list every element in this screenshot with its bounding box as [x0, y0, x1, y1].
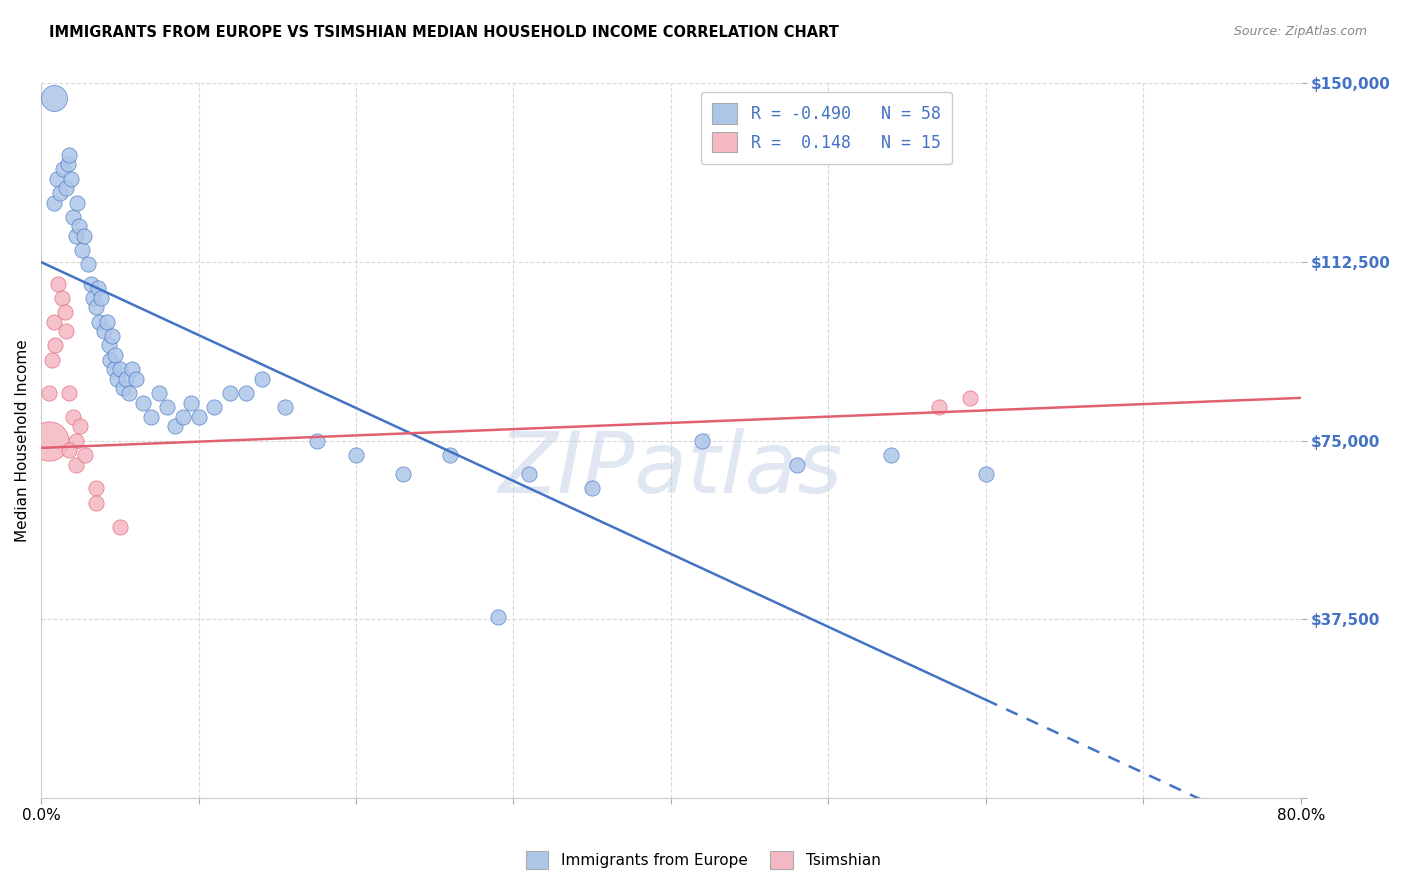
Point [959, 391, 981, 405]
Point [62, 210, 84, 224]
Point [974, 467, 997, 482]
Point [80, 277, 103, 291]
Point [89, 315, 111, 329]
Point [90, 291, 112, 305]
Point [42, 195, 65, 210]
Point [55, 324, 77, 338]
Point [180, 395, 202, 409]
Point [202, 401, 225, 415]
Point [880, 448, 903, 462]
Point [48, 277, 70, 291]
Point [100, 352, 122, 367]
Text: IMMIGRANTS FROM EUROPE VS TSIMSHIAN MEDIAN HOUSEHOLD INCOME CORRELATION CHART: IMMIGRANTS FROM EUROPE VS TSIMSHIAN MEDI… [49, 25, 839, 40]
Point [77, 257, 100, 271]
Point [103, 362, 125, 376]
Point [58, 148, 80, 162]
Point [69, 419, 91, 434]
Point [41, 352, 63, 367]
Y-axis label: Median Household Income: Median Household Income [15, 339, 30, 542]
Point [66, 195, 89, 210]
Point [56, 157, 79, 171]
Point [75, 448, 97, 462]
Point [62, 409, 84, 424]
Point [148, 386, 170, 401]
Legend: R = -0.490   N = 58, R =  0.148   N = 15: R = -0.490 N = 58, R = 0.148 N = 15 [700, 92, 952, 164]
Point [344, 448, 367, 462]
Point [38, 434, 60, 448]
Point [105, 372, 128, 386]
Point [928, 401, 950, 415]
Point [42, 315, 65, 329]
Point [53, 305, 76, 319]
Point [67, 219, 90, 234]
Point [486, 610, 509, 624]
Point [156, 401, 179, 415]
Point [692, 434, 714, 448]
Point [108, 362, 131, 376]
Point [786, 458, 808, 472]
Point [124, 372, 146, 386]
Point [44, 338, 66, 352]
Point [141, 409, 163, 424]
Point [274, 401, 297, 415]
Point [58, 386, 80, 401]
Point [97, 338, 120, 352]
Point [65, 458, 87, 472]
Point [104, 348, 127, 362]
Point [87, 281, 110, 295]
Point [84, 301, 107, 315]
Text: ZIPatlas: ZIPatlas [499, 428, 844, 511]
Point [115, 372, 138, 386]
Point [49, 186, 72, 200]
Point [60, 171, 83, 186]
Point [101, 329, 124, 343]
Point [65, 434, 87, 448]
Point [51, 291, 73, 305]
Point [235, 386, 257, 401]
Point [172, 409, 194, 424]
Point [84, 496, 107, 510]
Point [72, 228, 94, 243]
Point [517, 467, 540, 482]
Point [58, 443, 80, 458]
Point [70, 243, 93, 257]
Legend: Immigrants from Europe, Tsimshian: Immigrants from Europe, Tsimshian [519, 845, 887, 875]
Point [132, 395, 155, 409]
Point [65, 228, 87, 243]
Point [118, 386, 141, 401]
Point [52, 162, 75, 177]
Point [581, 482, 603, 496]
Point [111, 381, 134, 395]
Point [93, 324, 115, 338]
Text: Source: ZipAtlas.com: Source: ZipAtlas.com [1233, 25, 1367, 38]
Point [45, 171, 67, 186]
Point [305, 434, 328, 448]
Point [55, 181, 77, 195]
Point [219, 386, 242, 401]
Point [187, 409, 209, 424]
Point [392, 467, 415, 482]
Point [439, 448, 461, 462]
Point [84, 482, 107, 496]
Point [250, 372, 273, 386]
Point [108, 519, 131, 533]
Point [82, 291, 104, 305]
Point [38, 386, 60, 401]
Point [96, 315, 118, 329]
Point [163, 419, 186, 434]
Point [42, 91, 65, 105]
Point [121, 362, 143, 376]
